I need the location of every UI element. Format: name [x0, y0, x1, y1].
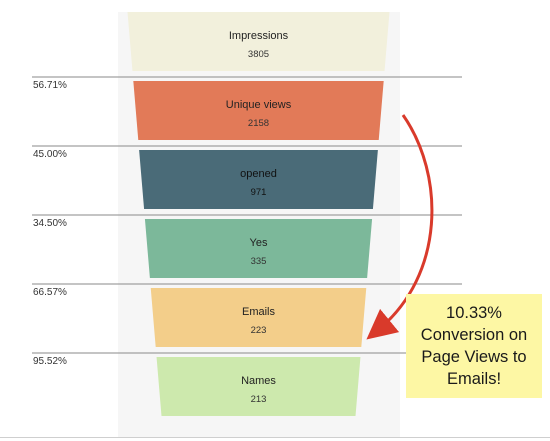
conversion-rate-label: 45.00%: [33, 149, 67, 160]
conversion-arrow: [366, 114, 434, 340]
conversion-rate-label: 95.52%: [33, 356, 67, 367]
callout-line-2: Conversion on: [420, 326, 528, 344]
funnel-segment-emails: [150, 288, 367, 347]
funnel-segment-opened: [139, 150, 378, 209]
funnel-segment-impressions: [127, 12, 390, 71]
conversion-rate-label: 56.71%: [33, 80, 67, 91]
funnel-label-yes: Yes: [250, 237, 268, 249]
funnel-value-yes: 335: [251, 256, 267, 267]
funnel-label-unique-views: Unique views: [226, 99, 292, 111]
funnel-value-unique-views: 2158: [248, 118, 269, 129]
callout-line-4: Emails!: [446, 370, 502, 388]
funnel-segment-unique-views: [133, 81, 384, 140]
funnel-label-opened: opened: [240, 168, 277, 180]
callout-line-1: 10.33%: [446, 304, 502, 322]
conversion-rate-label: 66.57%: [33, 287, 67, 298]
funnel-value-impressions: 3805: [248, 49, 269, 60]
callout-line-3: Page Views to: [421, 348, 527, 366]
funnel-label-emails: Emails: [242, 306, 276, 318]
funnel-value-names: 213: [251, 394, 267, 405]
funnel-segment-yes: [144, 219, 373, 278]
conversion-rate-label: 34.50%: [33, 218, 67, 229]
conversion-callout: 10.33% Conversion on Page Views to Email…: [406, 294, 542, 398]
funnel-segment-names: [156, 357, 361, 416]
funnel-value-opened: 971: [251, 187, 267, 198]
funnel-value-emails: 223: [251, 325, 267, 336]
chart-bottom-border: [0, 437, 550, 438]
funnel-label-names: Names: [241, 375, 276, 387]
funnel-label-impressions: Impressions: [229, 30, 289, 42]
